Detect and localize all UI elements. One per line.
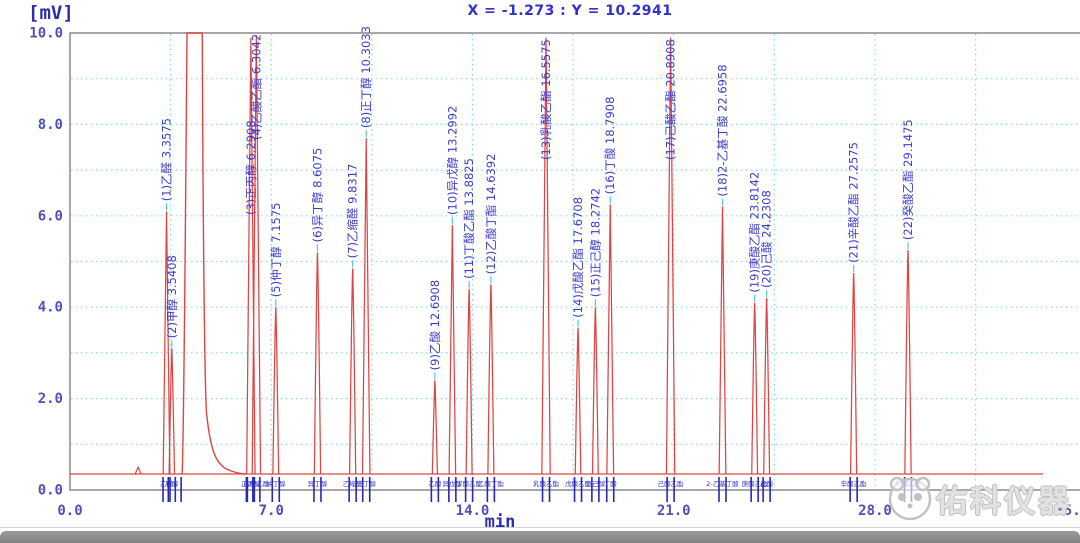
peak-baseline-name: 己酸 <box>760 479 774 488</box>
peak-trace <box>168 348 176 475</box>
peak-baseline-name: 正己醇 <box>586 479 606 488</box>
cursor-coordinates: X = -1.273 : Y = 10.2941 <box>467 3 673 19</box>
peak-trace <box>606 204 615 475</box>
peak-baseline-name: 辛酸乙酯 <box>841 479 868 488</box>
peak-baseline-name: 乙缩醛 <box>343 479 363 488</box>
peak-baseline-name: 庚酸乙酯 <box>742 479 769 488</box>
peak-apex-label: (18)2-乙基丁酸 22.6958 <box>716 64 730 196</box>
peak-apex-label: (1)乙醛 3.3575 <box>160 118 174 201</box>
x-tick-label: 28.0 <box>858 503 892 519</box>
peak-apex-label: (2)甲醇 3.5408 <box>165 255 179 338</box>
peak-trace <box>162 211 171 475</box>
peak-apex-label: (14)戊酸乙酯 17.6708 <box>571 197 585 318</box>
peak-trace <box>849 272 858 475</box>
peak-apex-label: (15)正己醇 18.2742 <box>588 188 602 297</box>
peak-apex-label: (5)仲丁醇 7.1575 <box>269 203 283 298</box>
peak-baseline-name: 乙酸丁酯 <box>478 479 505 488</box>
peak-apex-label: (20)己酸 24.2308 <box>760 190 774 288</box>
peak-trace <box>904 250 912 475</box>
y-tick-label: 6.0 <box>38 208 63 224</box>
peak-trace <box>246 37 256 475</box>
peak-trace <box>541 37 551 475</box>
peak-trace <box>251 35 262 475</box>
peak-trace <box>751 302 759 475</box>
peak-trace <box>348 268 357 475</box>
peak-apex-label: (8)正丁醇 10.3033 <box>359 26 373 128</box>
peak-baseline-name: 异丁醇 <box>308 479 328 488</box>
peak-trace <box>487 284 495 475</box>
x-axis-unit-label: min <box>484 512 516 532</box>
solvent-peak-trace <box>181 32 246 475</box>
peak-trace <box>448 224 457 475</box>
peak-apex-label: (9)乙酸 12.6908 <box>428 280 442 371</box>
peak-apex-label: (4)乙酸乙酯 6.3042 <box>249 34 263 140</box>
peak-baseline-name: 2-乙基丁酸 <box>706 479 739 488</box>
peak-baseline-name: 戊酸乙酯 <box>565 479 592 488</box>
peak-trace <box>465 288 473 475</box>
peak-trace <box>591 307 599 475</box>
peak-trace <box>313 252 322 475</box>
x-tick-label: 35. <box>1055 503 1080 519</box>
peak-apex-label: (12)乙酸丁酯 14.6392 <box>484 154 498 275</box>
peak-baseline-name: 正丁醇 <box>356 479 376 488</box>
peak-baseline-name: 癸酸乙酯 <box>895 479 922 488</box>
peak-apex-label: (21)辛酸乙酯 27.2575 <box>847 142 861 263</box>
peak-apex-label: (22)癸酸乙酯 29.1475 <box>901 119 915 240</box>
peak-trace <box>665 37 676 475</box>
peak-baseline-name: 异戊醇 <box>443 479 463 488</box>
x-tick-label: 14.0 <box>456 503 490 519</box>
peak-apex-label: (11)丁酸乙酯 13.8825 <box>462 158 476 279</box>
peak-trace <box>272 307 280 475</box>
peak-baseline-name: 丁酸 <box>604 479 618 488</box>
y-tick-label: 2.0 <box>38 391 63 407</box>
bottom-divider <box>0 527 1080 528</box>
peak-baseline-name: 乙醛 <box>160 479 174 488</box>
peak-trace <box>574 327 582 475</box>
x-tick-label: 0.0 <box>57 503 82 519</box>
y-tick-label: 8.0 <box>38 117 63 133</box>
peak-apex-label: (19)庚酸乙酯 23.8142 <box>748 172 762 293</box>
peak-trace <box>718 206 727 475</box>
peak-trace <box>361 138 371 475</box>
y-axis-unit-label: [mV] <box>28 2 74 24</box>
peak-baseline-name: 仲丁醇 <box>266 479 286 488</box>
minor-peak-trace <box>134 465 142 475</box>
peak-apex-label: (16)丁酸 18.7908 <box>603 97 617 195</box>
peak-baseline-name: 己酸乙酯 <box>658 479 685 488</box>
peak-apex-label: (10)异戊醇 13.2992 <box>445 106 459 215</box>
peak-baseline-name: 乙酸乙酯 <box>243 479 270 488</box>
y-tick-label: 10.0 <box>29 26 63 42</box>
peak-baseline-name: 丁酸乙酯 <box>456 479 483 488</box>
y-tick-label: 0.0 <box>38 483 63 499</box>
x-tick-label: 21.0 <box>657 503 691 519</box>
peak-trace <box>431 380 439 475</box>
peak-apex-label: (7)乙缩醛 9.8317 <box>346 164 360 259</box>
peak-baseline-name: 乳酸乙酯 <box>533 479 560 488</box>
y-tick-label: 4.0 <box>38 300 63 316</box>
bottom-scrollbar[interactable] <box>0 531 1080 543</box>
peak-apex-label: (17)己酸乙酯 20.8908 <box>664 39 678 160</box>
x-tick-label: 7.0 <box>259 503 284 519</box>
peak-baseline-name: 正丙醇 <box>241 479 261 488</box>
peak-apex-label: (6)异丁醇 8.6075 <box>310 148 324 243</box>
peak-baseline-name: 乙酸 <box>428 479 442 488</box>
peak-apex-label: (13)乳酸乙酯 16.5575 <box>539 39 553 160</box>
peak-baseline-name: 甲醇 <box>165 479 179 488</box>
peak-trace <box>763 298 771 475</box>
